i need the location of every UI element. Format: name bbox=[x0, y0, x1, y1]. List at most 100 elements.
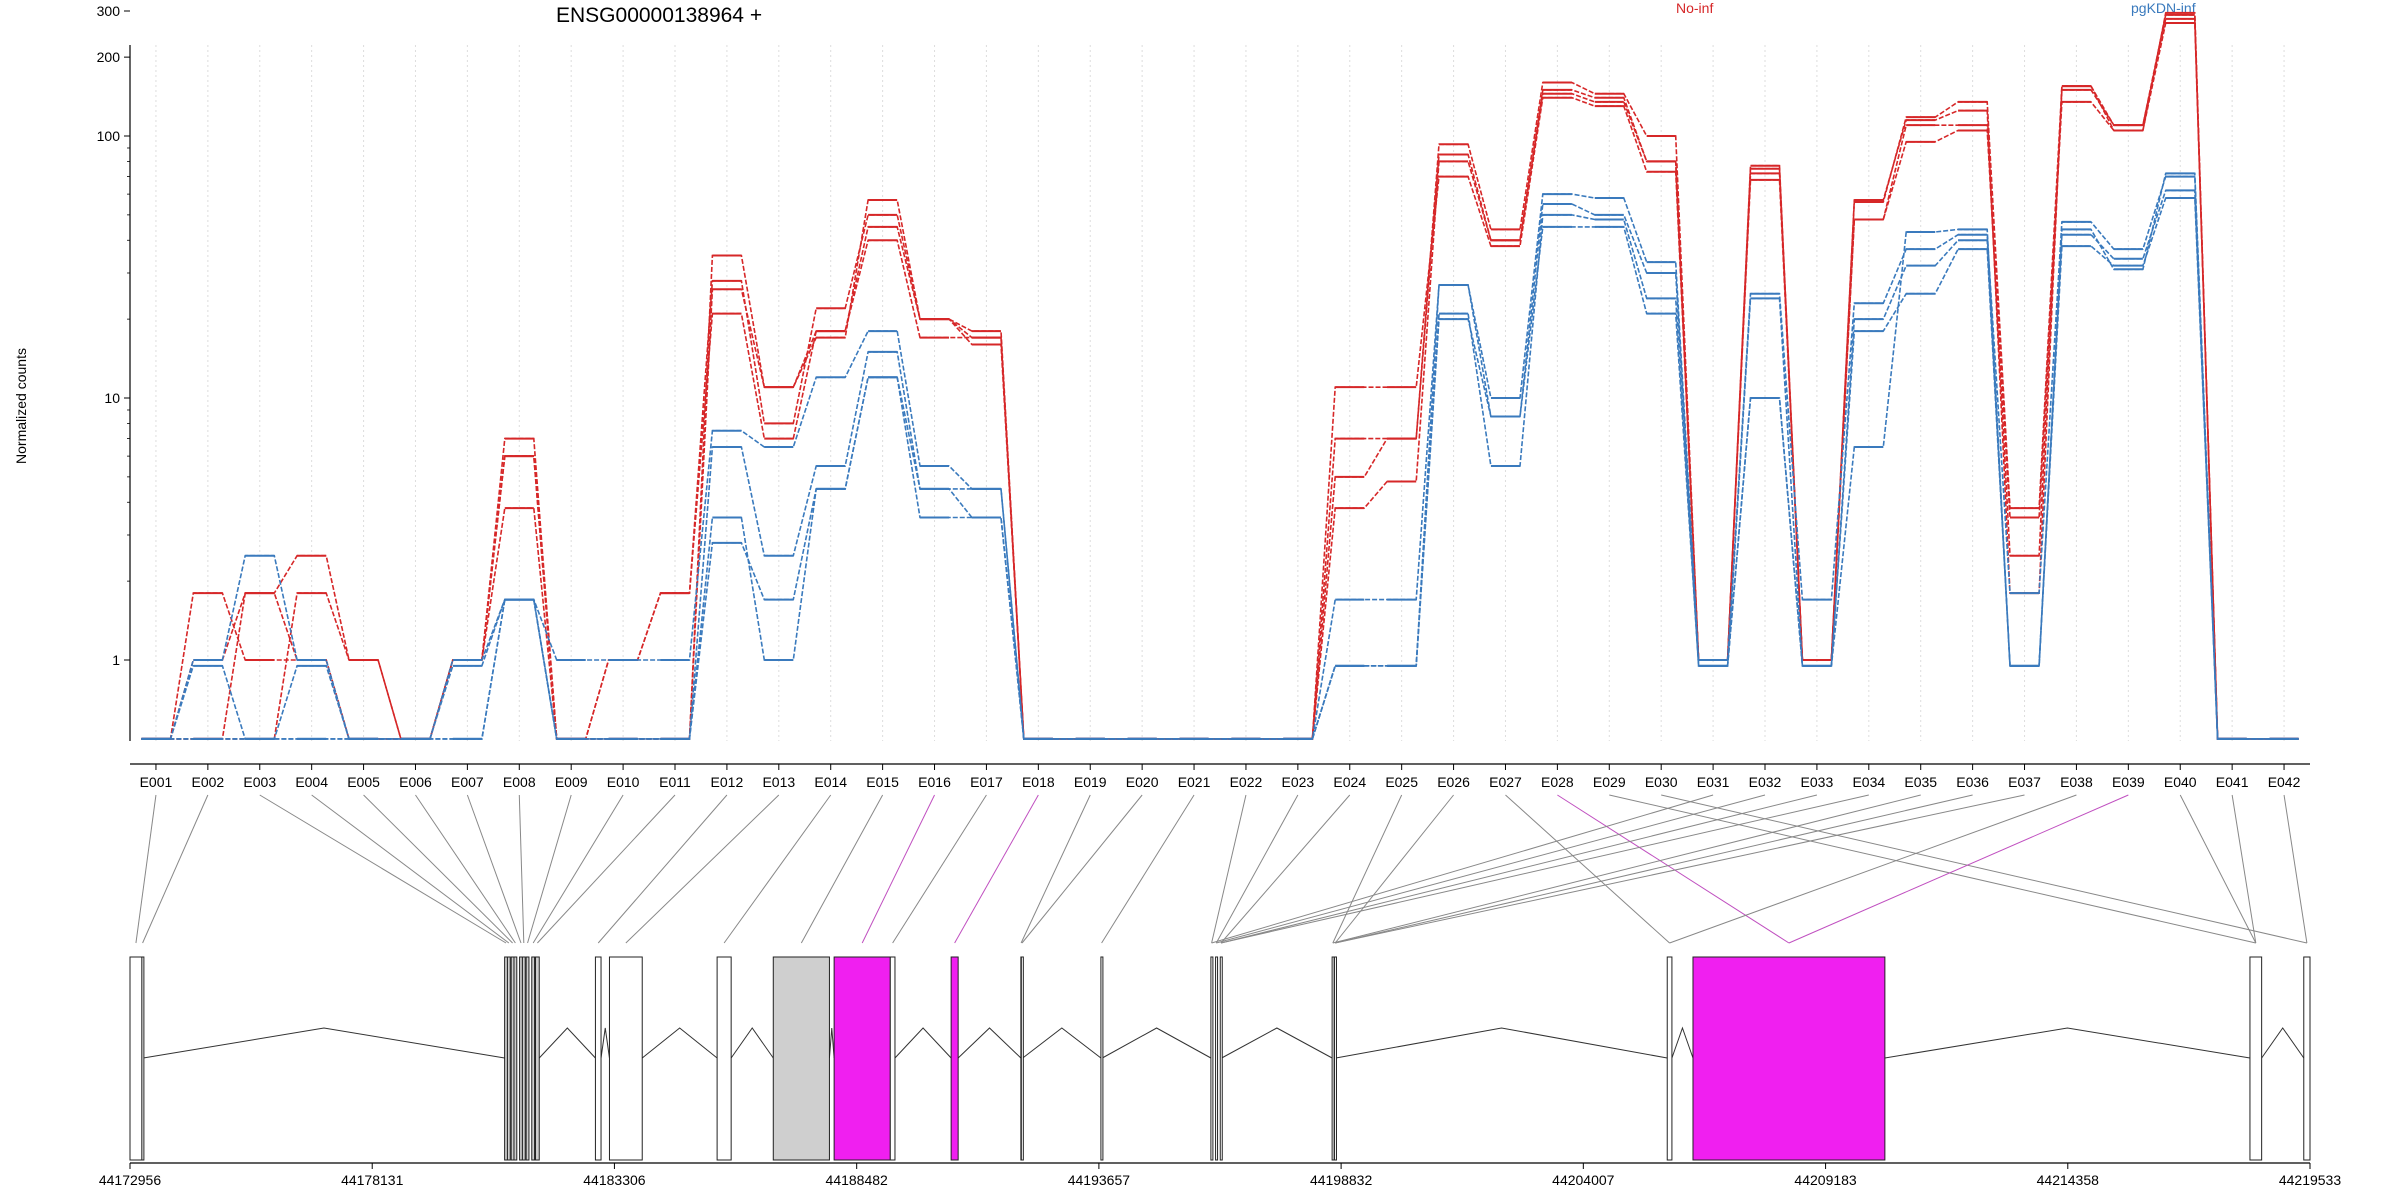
exon-e011 bbox=[535, 956, 540, 1161]
exon-e020 bbox=[1020, 956, 1024, 1161]
x-tick-label: E031 bbox=[1697, 774, 1730, 790]
exon-connector bbox=[1211, 794, 1714, 944]
genome-tick-label: 44193657 bbox=[1068, 1172, 1131, 1188]
x-tick-label: E033 bbox=[1801, 774, 1834, 790]
x-tick-label: E035 bbox=[1904, 774, 1937, 790]
x-tick-label: E010 bbox=[607, 774, 640, 790]
x-tick-label: E015 bbox=[866, 774, 899, 790]
x-tick-label: E026 bbox=[1437, 774, 1470, 790]
series-pgkdn-inf-4 bbox=[141, 175, 2299, 740]
y-tick-label: 100 bbox=[97, 128, 121, 144]
exon-connector bbox=[537, 794, 676, 944]
exon-connector bbox=[723, 794, 832, 944]
x-tick-label: E039 bbox=[2112, 774, 2145, 790]
exon-connector bbox=[532, 794, 624, 944]
x-tick-label: E006 bbox=[399, 774, 432, 790]
x-tick-label: E007 bbox=[451, 774, 484, 790]
intron-line bbox=[2261, 1027, 2305, 1059]
series-line bbox=[141, 14, 2299, 740]
genome-tick-label: 44198832 bbox=[1310, 1172, 1373, 1188]
series-no-inf-0 bbox=[141, 21, 2299, 740]
exon-e014 bbox=[716, 956, 732, 1161]
exon-connector bbox=[1215, 794, 1299, 944]
x-tick-label: E027 bbox=[1489, 774, 1522, 790]
exon-connector bbox=[1334, 794, 1454, 944]
series-line bbox=[141, 172, 2299, 740]
exon-connector bbox=[1609, 794, 2256, 944]
x-tick-label: E017 bbox=[970, 774, 1003, 790]
exon-connector bbox=[259, 794, 507, 944]
genome-tick-label: 44219533 bbox=[2279, 1172, 2342, 1188]
exon-e013 bbox=[608, 956, 643, 1161]
exon-connector bbox=[415, 794, 516, 944]
series-line bbox=[141, 12, 2299, 740]
y-tick-label: 200 bbox=[97, 49, 121, 65]
genome-tick-label: 44188482 bbox=[826, 1172, 889, 1188]
genome-tick-label: 44172956 bbox=[99, 1172, 162, 1188]
chart-title: ENSG00000138964 + bbox=[556, 4, 762, 27]
exon-e015 bbox=[772, 956, 830, 1161]
exon-connector bbox=[1220, 794, 1818, 944]
x-tick-label: E038 bbox=[2060, 774, 2093, 790]
exon-connector bbox=[1020, 794, 1091, 944]
exon-connector bbox=[1332, 794, 1921, 944]
exon-e017 bbox=[889, 956, 896, 1161]
exon-connector bbox=[2179, 794, 2257, 944]
x-tick-label: E024 bbox=[1333, 774, 1366, 790]
exon-connector bbox=[892, 794, 987, 944]
intron-line bbox=[1884, 1027, 2251, 1059]
exon-connector bbox=[597, 794, 728, 944]
exon-connector bbox=[1021, 794, 1143, 944]
x-tick-label: E042 bbox=[2268, 774, 2301, 790]
series-line bbox=[141, 175, 2299, 740]
x-tick-label: E018 bbox=[1022, 774, 1055, 790]
exon-connector bbox=[1788, 794, 2129, 944]
exon-connector bbox=[1332, 794, 1403, 944]
intron-line bbox=[1221, 1027, 1333, 1059]
exon-e010 bbox=[531, 956, 536, 1161]
x-tick-label: E011 bbox=[659, 774, 691, 790]
genome-tick-label: 44183306 bbox=[583, 1172, 646, 1188]
exon-connector bbox=[311, 794, 510, 944]
x-tick-label: E009 bbox=[555, 774, 588, 790]
connector-layer bbox=[135, 794, 2308, 944]
exon-connector bbox=[861, 794, 935, 944]
intron-line bbox=[538, 1027, 596, 1059]
intron-line bbox=[1022, 1027, 1102, 1059]
exon-e018 bbox=[950, 956, 959, 1161]
exon-connector bbox=[1335, 794, 1973, 944]
exon-connector bbox=[2231, 794, 2257, 944]
exon-connector bbox=[363, 794, 513, 944]
exon-connector bbox=[527, 794, 572, 944]
exon-connector bbox=[1101, 794, 1195, 944]
intron-line bbox=[894, 1027, 952, 1059]
exon-connector bbox=[135, 794, 157, 944]
genome-axis: 44172956 44178131 44183306 44188482 44193657… bbox=[99, 1162, 2342, 1188]
exon-connector bbox=[800, 794, 884, 944]
x-tick-label: E037 bbox=[2008, 774, 2041, 790]
y-axis-label: Normalized counts bbox=[13, 348, 29, 464]
exon-connector bbox=[1216, 794, 1766, 944]
x-tick-label: E028 bbox=[1541, 774, 1574, 790]
exon-connector bbox=[2283, 794, 2308, 944]
genome-tick-label: 44214358 bbox=[2037, 1172, 2100, 1188]
series-pgkdn-inf-6 bbox=[141, 189, 2299, 740]
genome-tick-label: 44209183 bbox=[1794, 1172, 1857, 1188]
exon-e022 bbox=[1210, 956, 1214, 1161]
x-tick-label: E014 bbox=[814, 774, 847, 790]
x-tick-label: E034 bbox=[1852, 774, 1885, 790]
x-tick-label: E022 bbox=[1230, 774, 1263, 790]
exon-e023 bbox=[1215, 956, 1219, 1161]
intron-line bbox=[730, 1027, 774, 1059]
x-tick-label: E001 bbox=[140, 774, 173, 790]
series-layer bbox=[141, 11, 2299, 740]
x-tick-label: E003 bbox=[243, 774, 276, 790]
exon-e012 bbox=[594, 956, 602, 1161]
x-tick-label: E019 bbox=[1074, 774, 1107, 790]
series-no-inf-3 bbox=[141, 11, 2299, 740]
exon-connector bbox=[1505, 794, 1670, 944]
exon-e009 bbox=[525, 956, 530, 1161]
exon-connector bbox=[1335, 794, 2025, 944]
exon-e025 bbox=[1331, 956, 1335, 1161]
intron-line bbox=[641, 1027, 718, 1059]
